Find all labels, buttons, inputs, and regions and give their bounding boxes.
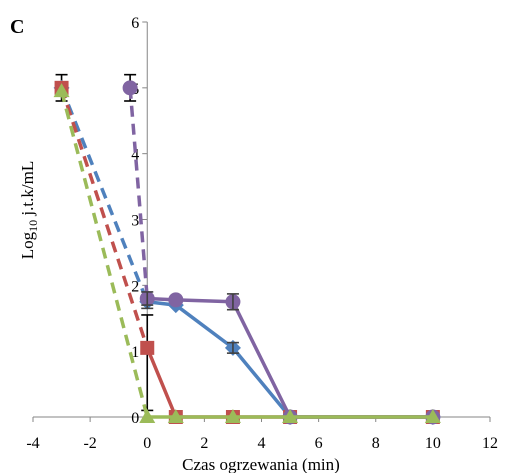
dashed-drop-line bbox=[59, 87, 149, 303]
triangle-marker bbox=[139, 409, 156, 423]
x-axis-label: Czas ogrzewania (min) bbox=[182, 455, 340, 473]
triangle-marker bbox=[53, 83, 70, 98]
error-bar bbox=[226, 293, 239, 311]
panel-label: C bbox=[10, 16, 24, 38]
error-bar bbox=[226, 341, 239, 354]
y-tick-label: 2 bbox=[131, 278, 139, 295]
x-tick-label: 4 bbox=[258, 435, 266, 452]
x-tick-label: -4 bbox=[26, 435, 39, 452]
y-axis-label: Log10 j.t.k/mL bbox=[18, 161, 40, 259]
series-line bbox=[145, 347, 433, 419]
square-marker bbox=[140, 340, 155, 355]
series-triangle bbox=[53, 83, 441, 423]
y-tick-label: 6 bbox=[131, 15, 139, 32]
series-square bbox=[54, 80, 440, 424]
dashed-drop-line bbox=[59, 87, 149, 349]
triangle-marker bbox=[224, 409, 241, 423]
error-bar bbox=[141, 291, 154, 306]
triangle-marker bbox=[424, 409, 441, 423]
circle-marker bbox=[122, 80, 138, 96]
triangle-marker bbox=[167, 409, 184, 423]
x-tick-label: 0 bbox=[143, 435, 151, 452]
triangle-marker bbox=[282, 409, 299, 423]
x-tick-label: 8 bbox=[372, 435, 380, 452]
y-axis-label-sub: 10 bbox=[26, 220, 40, 232]
circle-marker bbox=[168, 292, 184, 308]
series-circle bbox=[122, 80, 441, 425]
x-tick-label: 2 bbox=[200, 435, 208, 452]
x-tick-label: 12 bbox=[482, 435, 498, 452]
axes: -4-20246810120123456 bbox=[26, 15, 498, 452]
series-line bbox=[147, 300, 433, 419]
series-layer bbox=[53, 73, 441, 425]
y-tick-label: 0 bbox=[131, 410, 139, 427]
x-tick-label: 10 bbox=[425, 435, 441, 452]
y-tick-label: 1 bbox=[131, 344, 139, 361]
y-tick-label: 3 bbox=[131, 213, 139, 230]
dashed-drop-line bbox=[59, 90, 149, 418]
y-tick-label: 4 bbox=[131, 147, 139, 164]
x-tick-label: 6 bbox=[315, 435, 323, 452]
series-diamond bbox=[53, 79, 441, 425]
y-axis-label-main: Log bbox=[18, 231, 37, 259]
x-tick-label: -2 bbox=[83, 435, 96, 452]
dashed-drop-line bbox=[128, 87, 149, 299]
y-axis-label-rest: j.t.k/mL bbox=[18, 161, 37, 220]
